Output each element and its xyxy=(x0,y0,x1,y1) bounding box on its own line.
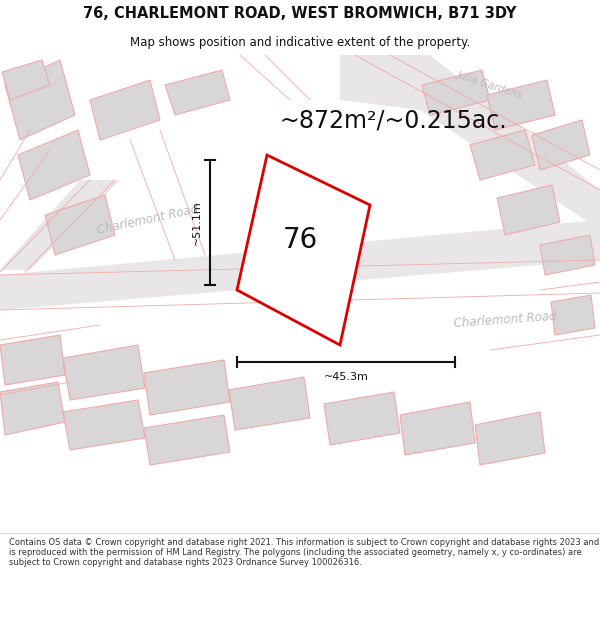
Polygon shape xyxy=(144,415,230,465)
Polygon shape xyxy=(470,130,535,180)
Text: Charlemont Road: Charlemont Road xyxy=(96,203,200,237)
Polygon shape xyxy=(497,185,560,235)
Polygon shape xyxy=(0,335,65,385)
Text: ~45.3m: ~45.3m xyxy=(323,372,368,382)
Text: Map shows position and indicative extent of the property.: Map shows position and indicative extent… xyxy=(130,36,470,49)
Text: 76: 76 xyxy=(283,226,317,254)
Polygon shape xyxy=(324,392,400,445)
Polygon shape xyxy=(90,80,160,140)
Polygon shape xyxy=(5,60,75,140)
Polygon shape xyxy=(2,60,50,100)
Polygon shape xyxy=(165,70,230,115)
Polygon shape xyxy=(237,155,370,345)
Polygon shape xyxy=(475,412,545,465)
Text: ~872m²/~0.215ac.: ~872m²/~0.215ac. xyxy=(280,108,508,132)
Polygon shape xyxy=(45,195,115,255)
Text: Charlemont Road: Charlemont Road xyxy=(453,310,557,330)
Polygon shape xyxy=(340,55,600,230)
Polygon shape xyxy=(532,120,590,170)
Text: 76, CHARLEMONT ROAD, WEST BROMWICH, B71 3DY: 76, CHARLEMONT ROAD, WEST BROMWICH, B71 … xyxy=(83,6,517,21)
Text: Julia Gardens: Julia Gardens xyxy=(456,69,524,101)
Text: Contains OS data © Crown copyright and database right 2021. This information is : Contains OS data © Crown copyright and d… xyxy=(9,538,599,568)
Polygon shape xyxy=(551,295,595,335)
Polygon shape xyxy=(144,360,230,415)
Polygon shape xyxy=(63,345,145,400)
Polygon shape xyxy=(0,220,600,310)
Polygon shape xyxy=(0,180,120,270)
Polygon shape xyxy=(18,130,90,200)
Polygon shape xyxy=(487,80,555,130)
Polygon shape xyxy=(540,235,595,275)
Polygon shape xyxy=(0,382,65,435)
Polygon shape xyxy=(229,377,310,430)
Polygon shape xyxy=(63,400,145,450)
Polygon shape xyxy=(422,70,490,115)
Polygon shape xyxy=(400,402,475,455)
Text: ~51.1m: ~51.1m xyxy=(192,200,202,245)
